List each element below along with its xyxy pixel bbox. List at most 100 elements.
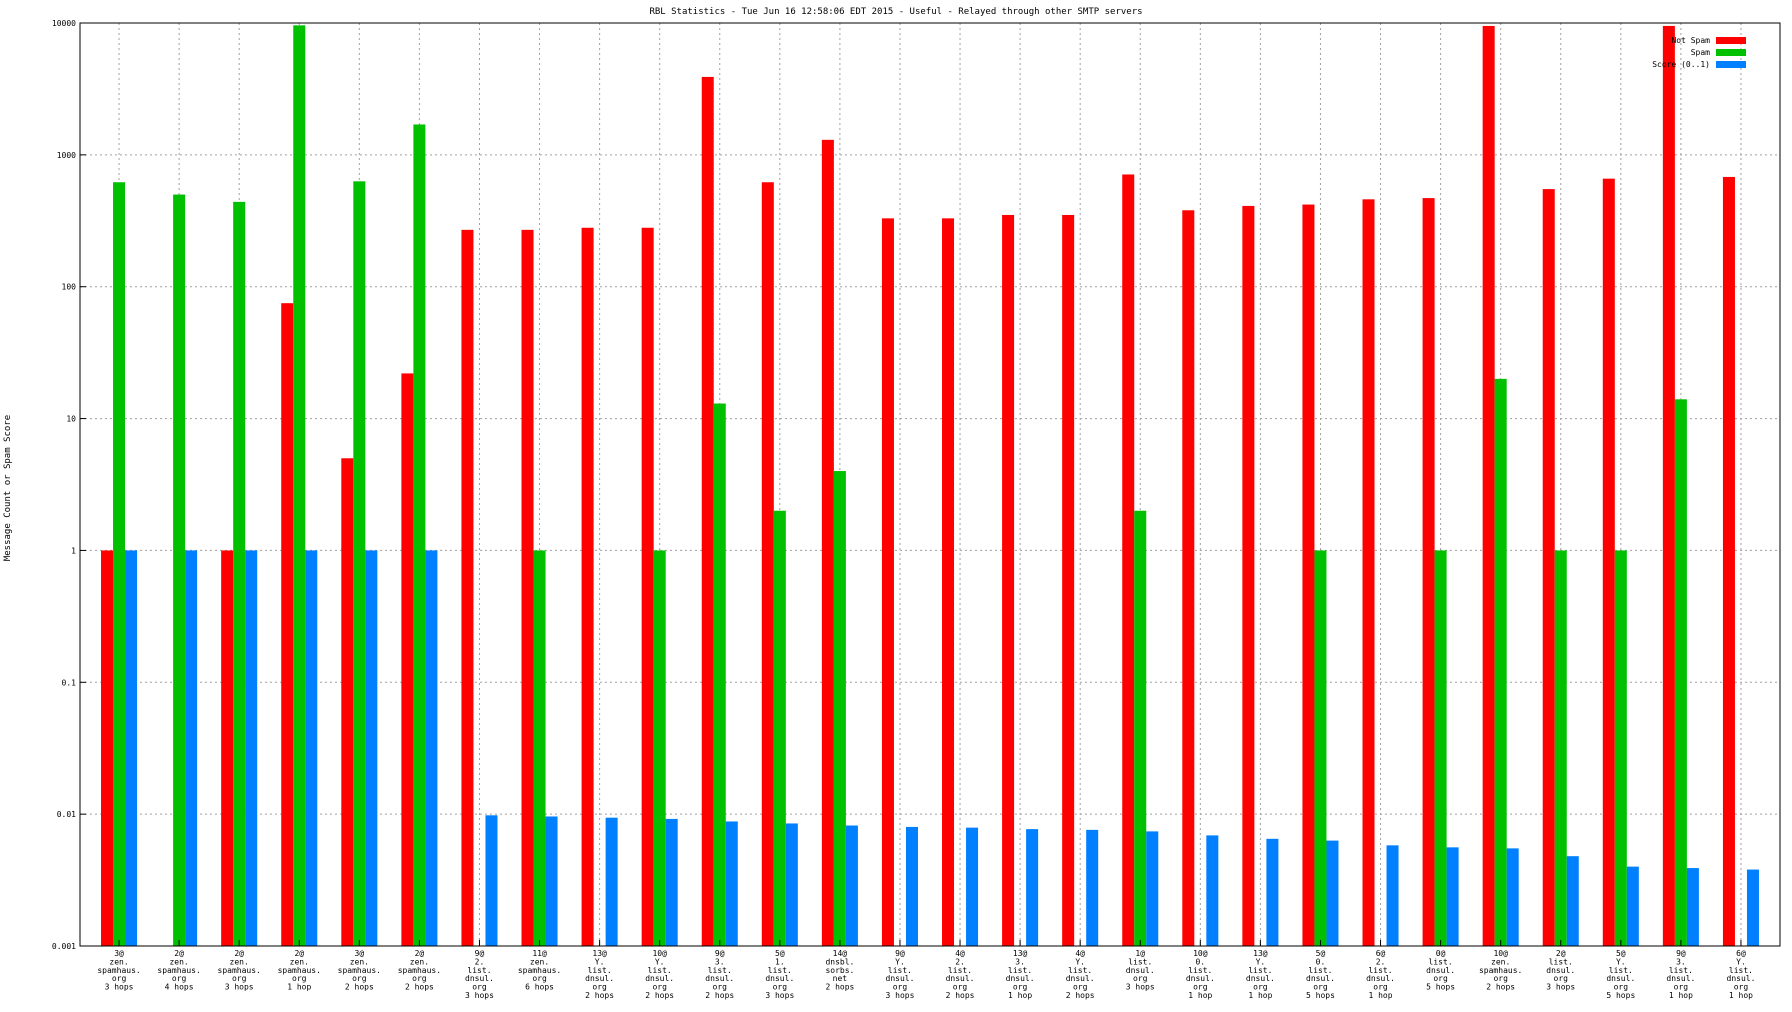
bar-score-0-1 — [485, 815, 498, 946]
grid-layer — [80, 23, 1780, 946]
x-tick-label: 4@ Y. list. dnsul. org 2 hops — [1066, 949, 1095, 1000]
bar-spam — [1554, 550, 1567, 946]
legend-swatch — [1716, 37, 1746, 44]
bar-score-0-1 — [185, 550, 198, 946]
bar-score-0-1 — [1026, 829, 1039, 946]
bar-score-0-1 — [665, 818, 678, 946]
bar-score-0-1 — [305, 550, 318, 946]
bar-not-spam — [1422, 198, 1435, 946]
bar-not-spam — [341, 458, 354, 946]
bar-not-spam — [1302, 204, 1315, 946]
bar-not-spam — [1482, 25, 1495, 946]
x-tick-label: 10@ 0. list. dnsul. org 1 hop — [1186, 949, 1215, 1000]
x-tick-label: 2@ zen. spamhaus. org 1 hop — [278, 949, 321, 992]
bar-score-0-1 — [425, 550, 438, 946]
bar-score-0-1 — [1566, 856, 1579, 946]
legend-label: Score (0..1) — [1652, 60, 1710, 69]
bar-not-spam — [581, 227, 594, 947]
bar-score-0-1 — [725, 821, 738, 946]
bar-spam — [233, 201, 246, 946]
x-tick-label: 2@ zen. spamhaus. org 4 hops — [157, 949, 200, 992]
bar-score-0-1 — [1326, 840, 1339, 946]
chart-title: RBL Statistics - Tue Jun 16 12:58:06 EDT… — [649, 7, 1142, 17]
x-tick-label: 13@ 3. list. dnsul. org 1 hop — [1006, 949, 1035, 1000]
bar-spam — [1614, 550, 1627, 946]
x-tick-label: 9@ Y. list. dnsul. org 3 hops — [886, 949, 915, 1000]
x-tick-label: 6@ Y. list. dnsul. org 1 hop — [1727, 949, 1756, 1000]
y-tick-label: 10000 — [52, 19, 76, 28]
bar-spam — [293, 25, 306, 947]
bar-not-spam — [1362, 199, 1375, 946]
x-tick-label: 13@ Y. list. dnsul. org 1 hop — [1246, 949, 1275, 1000]
x-tick-label: 2@ zen. spamhaus. org 3 hops — [218, 949, 261, 992]
bar-score-0-1 — [1386, 845, 1399, 946]
plot-frame — [79, 22, 1781, 947]
bar-score-0-1 — [1686, 868, 1699, 946]
bar-spam — [533, 550, 546, 946]
y-tick-label: 0.1 — [62, 678, 77, 687]
legend-swatch — [1716, 61, 1746, 68]
x-tick-label: 4@ 2. list. dnsul. org 2 hops — [946, 949, 975, 1000]
bar-not-spam — [1002, 214, 1015, 946]
bar-not-spam — [1062, 214, 1075, 946]
bar-not-spam — [281, 303, 294, 946]
bar-spam — [353, 181, 366, 946]
bar-spam — [1434, 550, 1447, 946]
bar-not-spam — [401, 373, 414, 947]
x-tick-label: 11@ zen. spamhaus. org 6 hops — [518, 949, 561, 992]
bar-not-spam — [821, 139, 834, 947]
bar-spam — [1134, 510, 1147, 946]
bar-score-0-1 — [1446, 847, 1459, 946]
bar-not-spam — [942, 218, 955, 947]
bar-not-spam — [701, 76, 714, 947]
x-tick-label: 9@ 3. list. dnsul. org 2 hops — [705, 949, 734, 1000]
bar-spam — [113, 182, 126, 946]
x-tick-label: 9@ 3. list. dnsul. org 1 hop — [1666, 949, 1695, 1000]
bar-score-0-1 — [605, 817, 618, 946]
legend-swatch — [1716, 49, 1746, 56]
bar-not-spam — [641, 227, 654, 947]
bar-score-0-1 — [365, 550, 378, 946]
y-tick-label: 1000 — [57, 151, 76, 160]
bar-score-0-1 — [845, 825, 858, 946]
bar-not-spam — [101, 550, 114, 946]
bar-score-0-1 — [905, 826, 918, 946]
bar-score-0-1 — [785, 823, 798, 946]
bar-not-spam — [1662, 25, 1675, 946]
bar-spam — [833, 471, 846, 946]
bar-score-0-1 — [125, 550, 138, 946]
y-tick-label: 1 — [71, 546, 76, 555]
x-tick-label: 5@ 1. list. dnsul. org 3 hops — [765, 949, 794, 1000]
bars-layer — [101, 25, 1759, 947]
legend: Not Spam Spam Score (0..1) — [1652, 36, 1746, 69]
y-tick-label: 0.001 — [52, 942, 76, 951]
legend-label: Not Spam — [1671, 36, 1710, 45]
bar-score-0-1 — [1086, 829, 1099, 946]
bar-score-0-1 — [245, 550, 258, 946]
x-tick-label: 10@ Y. list. dnsul. org 2 hops — [645, 949, 674, 1000]
y-tick-label: 0.01 — [57, 810, 76, 819]
bar-not-spam — [1182, 210, 1195, 946]
bar-not-spam — [1542, 189, 1555, 947]
bar-not-spam — [461, 229, 474, 947]
bar-spam — [653, 550, 666, 946]
bar-not-spam — [1602, 178, 1615, 947]
bar-spam — [713, 403, 726, 946]
bar-not-spam — [1122, 174, 1135, 946]
bar-score-0-1 — [1746, 869, 1759, 946]
x-ticks: 3@ zen. spamhaus. org 3 hops 2@ zen. spamhaus. o… — [97, 940, 1755, 1000]
x-tick-label: 3@ zen. spamhaus. org 2 hops — [338, 949, 381, 992]
bar-not-spam — [761, 182, 774, 946]
x-tick-label: 3@ zen. spamhaus. org 3 hops — [97, 949, 140, 992]
bar-score-0-1 — [1626, 866, 1639, 946]
bar-spam — [1494, 378, 1507, 946]
x-tick-label: 5@ Y. list. dnsul. org 5 hops — [1606, 949, 1635, 1000]
x-tick-label: 6@ 2. list. dnsul. org 1 hop — [1366, 949, 1395, 1000]
bar-spam — [173, 194, 186, 946]
bar-score-0-1 — [1506, 848, 1519, 946]
x-tick-label: 2@ list. dnsul. org 3 hops — [1546, 949, 1575, 992]
x-tick-label: 13@ Y. list. dnsul. org 2 hops — [585, 949, 614, 1000]
y-ticks: 0.001 0.01 0.1 1 10 100 1000 10000 — [52, 19, 86, 951]
y-axis-label: Message Count or Spam Score — [3, 415, 13, 561]
